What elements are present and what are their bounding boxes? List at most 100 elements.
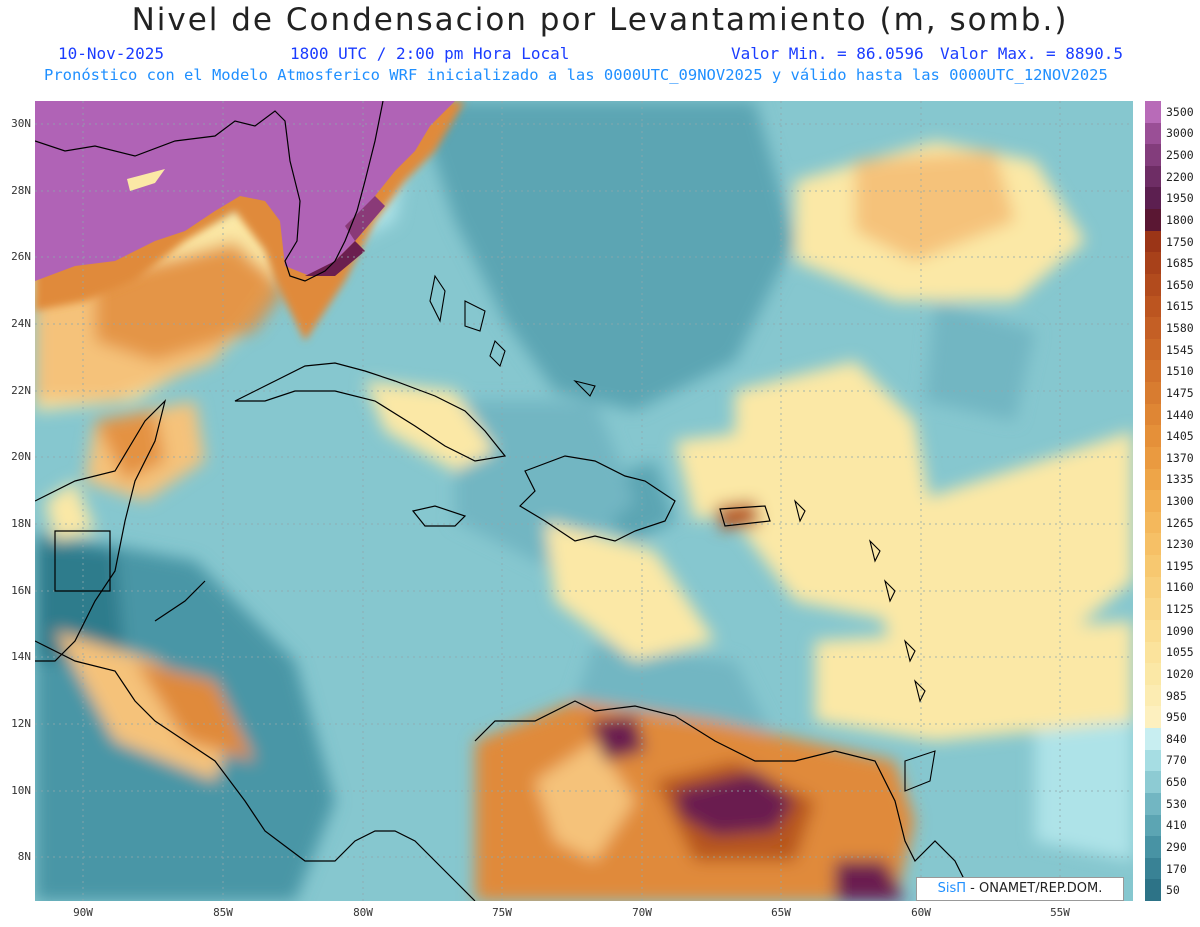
colorbar-swatch (1145, 360, 1161, 383)
colorbar-label: 2500 (1166, 148, 1194, 163)
colorbar-swatch (1145, 879, 1161, 902)
colorbar-label: 1800 (1166, 212, 1194, 227)
map-title: Nivel de Condensacion por Levantamiento … (131, 2, 1069, 38)
colorbar-label: 1055 (1166, 645, 1194, 660)
colorbar-swatch (1145, 792, 1161, 815)
lon-tick-label: 65W (771, 906, 791, 919)
colorbar-label: 1160 (1166, 580, 1194, 595)
colorbar-label: 1685 (1166, 256, 1194, 271)
colorbar-label: 1750 (1166, 234, 1194, 249)
colorbar-swatch (1145, 706, 1161, 729)
colorbar-swatch (1145, 317, 1161, 340)
lat-tick-label: 26N (11, 250, 31, 263)
colorbar-label: 3000 (1166, 126, 1194, 141)
colorbar-swatch (1145, 490, 1161, 513)
lon-tick-label: 75W (492, 906, 512, 919)
colorbar-label: 1475 (1166, 385, 1194, 400)
colorbar-swatch (1145, 619, 1161, 643)
colorbar-swatch (1145, 295, 1161, 318)
colorbar-swatch (1145, 338, 1161, 361)
colorbar-swatch (1145, 122, 1161, 145)
graticule (35, 101, 1133, 901)
lat-tick-label: 16N (11, 584, 31, 597)
colorbar-label: 1265 (1166, 515, 1194, 530)
colorbar-swatch (1145, 598, 1161, 621)
colorbar-label: 1545 (1166, 342, 1194, 357)
colorbar-label: 50 (1166, 883, 1180, 898)
colorbar (1145, 101, 1161, 902)
colorbar-swatch (1145, 511, 1161, 534)
logo-footer: SisΠ - ONAMET/REP.DOM. (916, 877, 1124, 901)
lat-tick-label: 12N (11, 717, 31, 730)
colorbar-label: 3500 (1166, 104, 1194, 119)
colorbar-swatch (1145, 836, 1161, 859)
colorbar-label: 290 (1166, 839, 1187, 854)
colorbar-swatch (1145, 209, 1161, 232)
colorbar-label: 1230 (1166, 537, 1194, 552)
lon-tick-label: 60W (911, 906, 931, 919)
colorbar-swatch (1145, 576, 1161, 599)
colorbar-swatch (1145, 533, 1161, 556)
colorbar-label: 650 (1166, 775, 1187, 790)
lon-tick-label: 90W (73, 906, 93, 919)
lat-tick-label: 10N (11, 784, 31, 797)
lcl-field (35, 101, 1133, 901)
colorbar-swatch (1145, 555, 1161, 578)
colorbar-label: 410 (1166, 818, 1187, 833)
colorbar-swatch (1145, 101, 1161, 124)
colorbar-swatch (1145, 144, 1161, 167)
colorbar-swatch (1145, 187, 1161, 210)
colorbar-label: 1125 (1166, 602, 1194, 617)
max-value-label: Valor Max. = 8890.5 (940, 44, 1124, 63)
colorbar-swatch (1145, 771, 1161, 794)
colorbar-label: 1510 (1166, 364, 1194, 379)
colorbar-label: 840 (1166, 731, 1187, 746)
forecast-map (35, 101, 1133, 901)
lon-tick-label: 80W (353, 906, 373, 919)
colorbar-label: 1615 (1166, 299, 1194, 314)
colorbar-label: 1440 (1166, 407, 1194, 422)
colorbar-swatch (1145, 382, 1161, 405)
lat-tick-label: 18N (11, 517, 31, 530)
sispi-logo: SisΠ (937, 881, 967, 896)
colorbar-label: 1090 (1166, 623, 1194, 638)
colorbar-swatch (1145, 814, 1161, 837)
colorbar-label: 770 (1166, 753, 1187, 768)
colorbar-swatch (1145, 425, 1161, 448)
colorbar-label: 1405 (1166, 429, 1194, 444)
colorbar-swatch (1145, 230, 1161, 253)
lat-tick-label: 30N (11, 117, 31, 130)
colorbar-swatch (1145, 273, 1161, 297)
colorbar-label: 2200 (1166, 169, 1194, 184)
map-canvas (35, 101, 1133, 901)
colorbar-swatch (1145, 165, 1161, 188)
lat-tick-label: 8N (17, 850, 31, 863)
colorbar-swatch (1145, 728, 1161, 751)
lon-tick-label: 70W (632, 906, 652, 919)
colorbar-swatch (1145, 446, 1161, 470)
colorbar-label: 985 (1166, 688, 1187, 703)
colorbar-swatch (1145, 857, 1161, 880)
colorbar-label: 1335 (1166, 472, 1194, 487)
model-info-label: Pronóstico con el Modelo Atmosferico WRF… (44, 66, 1108, 84)
onamet-label: - ONAMET/REP.DOM. (970, 881, 1103, 896)
colorbar-swatch (1145, 468, 1161, 491)
lat-tick-label: 14N (11, 650, 31, 663)
colorbar-label: 530 (1166, 796, 1187, 811)
colorbar-label: 1580 (1166, 321, 1194, 336)
lat-tick-label: 22N (11, 384, 31, 397)
colorbar-swatch (1145, 641, 1161, 664)
time-label: 1800 UTC / 2:00 pm Hora Local (290, 44, 570, 63)
coastlines (35, 101, 976, 901)
colorbar-label: 1650 (1166, 277, 1194, 292)
lon-tick-label: 55W (1050, 906, 1070, 919)
colorbar-swatch (1145, 749, 1161, 772)
date-label: 10-Nov-2025 (58, 44, 164, 63)
colorbar-label: 1300 (1166, 494, 1194, 508)
lon-tick-label: 85W (213, 906, 233, 919)
lat-tick-label: 24N (11, 317, 31, 330)
colorbar-swatch (1145, 403, 1161, 426)
colorbar-swatch (1145, 684, 1161, 707)
colorbar-swatch (1145, 663, 1161, 686)
colorbar-label: 1370 (1166, 450, 1194, 465)
